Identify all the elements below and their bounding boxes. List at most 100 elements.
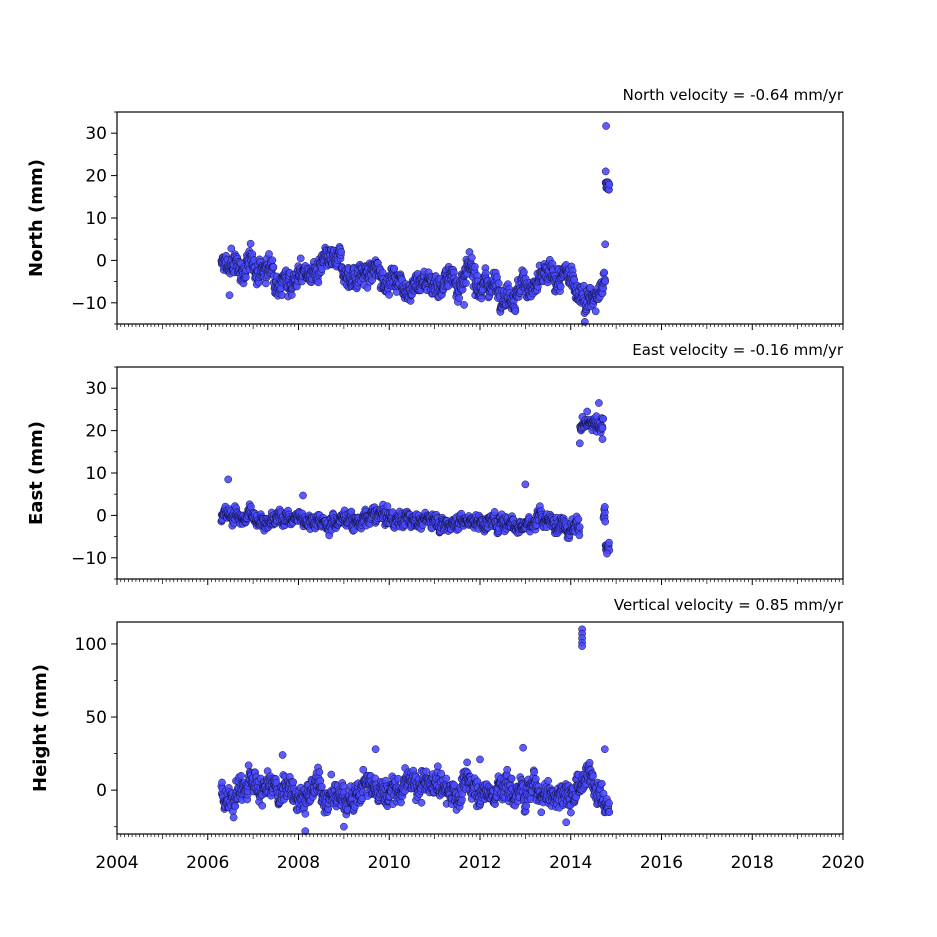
north-data-point (605, 180, 614, 189)
north-data-point (278, 291, 286, 300)
north-panel: North velocity = -0.64 mm/yr North (mm) … (26, 86, 844, 330)
height-data-point (317, 782, 326, 791)
east-data-point (224, 475, 233, 484)
north-data-point (242, 273, 250, 282)
height-data-point (237, 771, 245, 780)
height-data-point (522, 801, 531, 810)
height-y-tick-label: 50 (85, 708, 107, 728)
east-data-point (598, 435, 607, 443)
north-data-point (296, 254, 305, 263)
height-data-point (562, 818, 571, 827)
north-data-point (511, 307, 520, 316)
east-data-point (575, 531, 584, 540)
north-data-point (477, 294, 486, 303)
x-tick-label: 2014 (549, 853, 592, 873)
height-data-point (544, 776, 552, 785)
east-plot-frame (116, 366, 844, 580)
east-data-point (583, 407, 592, 416)
height-data-point (315, 768, 324, 776)
north-data-point (287, 291, 296, 299)
height-data-point (463, 758, 471, 767)
east-y-tick-label: 0 (96, 506, 107, 526)
east-panel: East velocity = -0.16 mm/yr East (mm) −1… (26, 341, 844, 585)
north-y-tick-label: 10 (85, 209, 107, 229)
east-data-point (605, 538, 613, 547)
north-data-point (467, 253, 476, 262)
height-data-point (605, 808, 614, 816)
east-data-point (574, 515, 583, 524)
east-data-point (603, 549, 611, 558)
east-y-tick-label: 10 (85, 464, 107, 484)
east-data-point (299, 491, 307, 500)
east-data-point (601, 517, 610, 526)
east-data-point (575, 523, 584, 531)
north-data-point (520, 268, 528, 277)
height-data-point (531, 775, 540, 783)
height-data-point (278, 751, 287, 759)
x-tick-label: 2012 (458, 853, 501, 873)
height-data-point (597, 779, 606, 788)
north-data-point (591, 307, 600, 316)
x-tick-label: 2010 (368, 853, 411, 873)
height-panel-title: Vertical velocity = 0.85 mm/yr (614, 596, 844, 614)
x-tick-label: 2004 (95, 853, 138, 873)
height-data-point (578, 642, 586, 650)
north-data-point (268, 256, 277, 265)
north-data-point (385, 291, 393, 299)
east-data-point (575, 439, 584, 448)
height-data-point (433, 762, 442, 771)
height-data-point (589, 772, 597, 781)
height-data-point (231, 802, 240, 811)
north-data-point (455, 294, 464, 302)
x-tick-label: 2016 (640, 853, 683, 873)
height-data-point (258, 801, 267, 810)
north-plot-frame (116, 111, 844, 325)
height-data-point (600, 745, 609, 754)
east-data-point (600, 503, 609, 511)
height-y-tick-label: 0 (96, 781, 107, 801)
height-panel: Vertical velocity = 0.85 mm/yr Height (m… (30, 596, 865, 873)
north-y-tick-label: 0 (96, 251, 107, 271)
north-data-point (601, 240, 610, 249)
north-data-point (227, 244, 236, 253)
north-data-point (269, 263, 278, 271)
height-data-point (507, 774, 516, 783)
height-data-point (530, 768, 538, 776)
east-data-point (521, 480, 530, 489)
height-data-point (422, 767, 431, 776)
north-y-tick-label: −10 (71, 294, 107, 314)
height-data-point (476, 755, 484, 764)
north-data-point (602, 122, 610, 130)
height-data-point (371, 745, 380, 754)
north-y-tick-label: 20 (85, 167, 107, 187)
height-data-point (450, 781, 458, 789)
east-y-axis-title: East (mm) (26, 421, 47, 525)
height-data-point (397, 798, 405, 807)
height-data-point (503, 765, 512, 774)
x-tick-label: 2018 (731, 853, 774, 873)
east-data-point (595, 399, 603, 407)
north-y-tick-label: 30 (85, 124, 107, 144)
height-data-point (327, 770, 336, 779)
height-y-tick-label: 100 (75, 635, 107, 655)
height-y-axis-title: Height (mm) (30, 664, 51, 792)
east-panel-title: East velocity = -0.16 mm/yr (632, 341, 844, 359)
height-data-point (519, 743, 527, 752)
north-y-axis-title: North (mm) (26, 159, 47, 277)
north-panel-title: North velocity = -0.64 mm/yr (623, 86, 844, 104)
height-data-point (537, 808, 546, 817)
east-y-tick-label: −10 (71, 549, 107, 569)
height-data-point (605, 799, 613, 808)
height-data-point (229, 813, 238, 822)
east-data-point (599, 414, 608, 423)
height-data-point (442, 774, 451, 783)
north-data-point (314, 278, 323, 287)
north-data-point (601, 277, 610, 286)
north-data-point (556, 282, 565, 291)
north-data-point (390, 264, 399, 273)
x-tick-label: 2020 (821, 853, 864, 873)
height-data-point (417, 798, 426, 807)
height-data-point (301, 809, 310, 818)
north-data-point (462, 279, 470, 287)
